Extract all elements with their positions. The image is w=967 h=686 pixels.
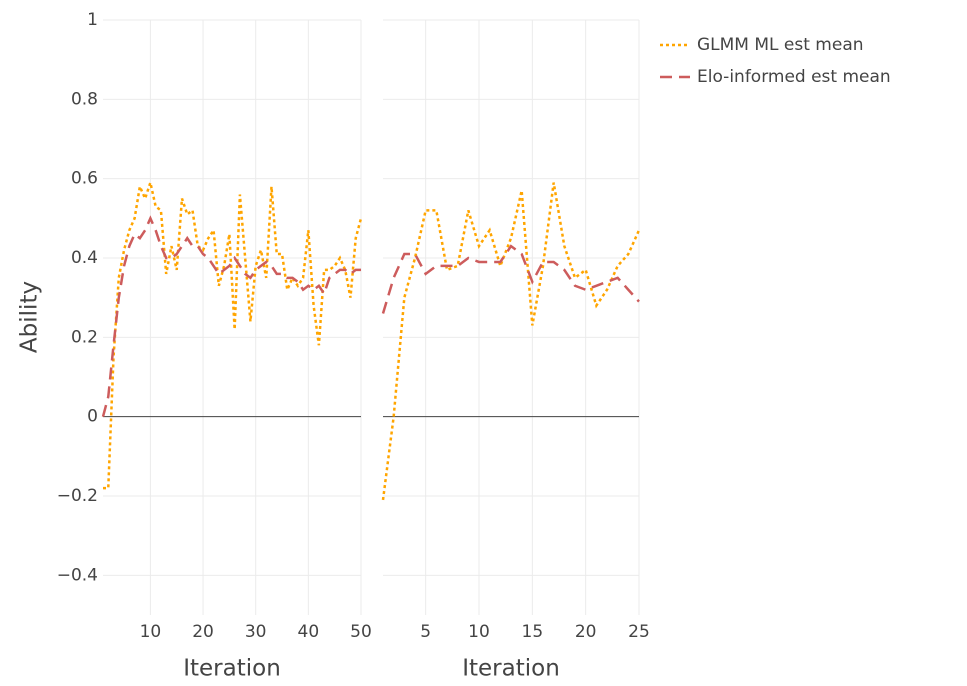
- y-tick-label: 0.8: [71, 89, 98, 109]
- y-tick-label: 0.4: [71, 248, 98, 268]
- y-tick-label: 0: [87, 407, 98, 427]
- x-axis-title: Iteration: [183, 656, 281, 682]
- y-tick-label: −0.2: [57, 486, 98, 506]
- x-tick-label: 10: [468, 622, 490, 642]
- x-tick-label: 40: [298, 622, 320, 642]
- x-tick-label: 20: [575, 622, 597, 642]
- y-tick-label: 0.6: [71, 169, 98, 189]
- series-line: [101, 215, 361, 417]
- x-tick-label: 5: [420, 622, 431, 642]
- x-tick-label: 15: [522, 622, 544, 642]
- x-tick-label: 25: [628, 622, 650, 642]
- y-tick-label: −0.4: [57, 565, 98, 585]
- series-line: [381, 244, 640, 314]
- x-tick-label: 10: [140, 622, 162, 642]
- series-line: [381, 182, 641, 501]
- y-tick-label: 0.2: [71, 327, 98, 347]
- legend-label: Elo-informed est mean: [697, 67, 891, 87]
- x-axis-title: Iteration: [462, 656, 560, 682]
- series-line: [103, 177, 363, 490]
- y-axis-title: Ability: [17, 281, 43, 353]
- y-tick-label: 1: [87, 10, 98, 30]
- x-tick-label: 20: [192, 622, 214, 642]
- legend-label: GLMM ML est mean: [697, 35, 864, 55]
- x-tick-label: 50: [350, 622, 372, 642]
- x-tick-label: 30: [245, 622, 267, 642]
